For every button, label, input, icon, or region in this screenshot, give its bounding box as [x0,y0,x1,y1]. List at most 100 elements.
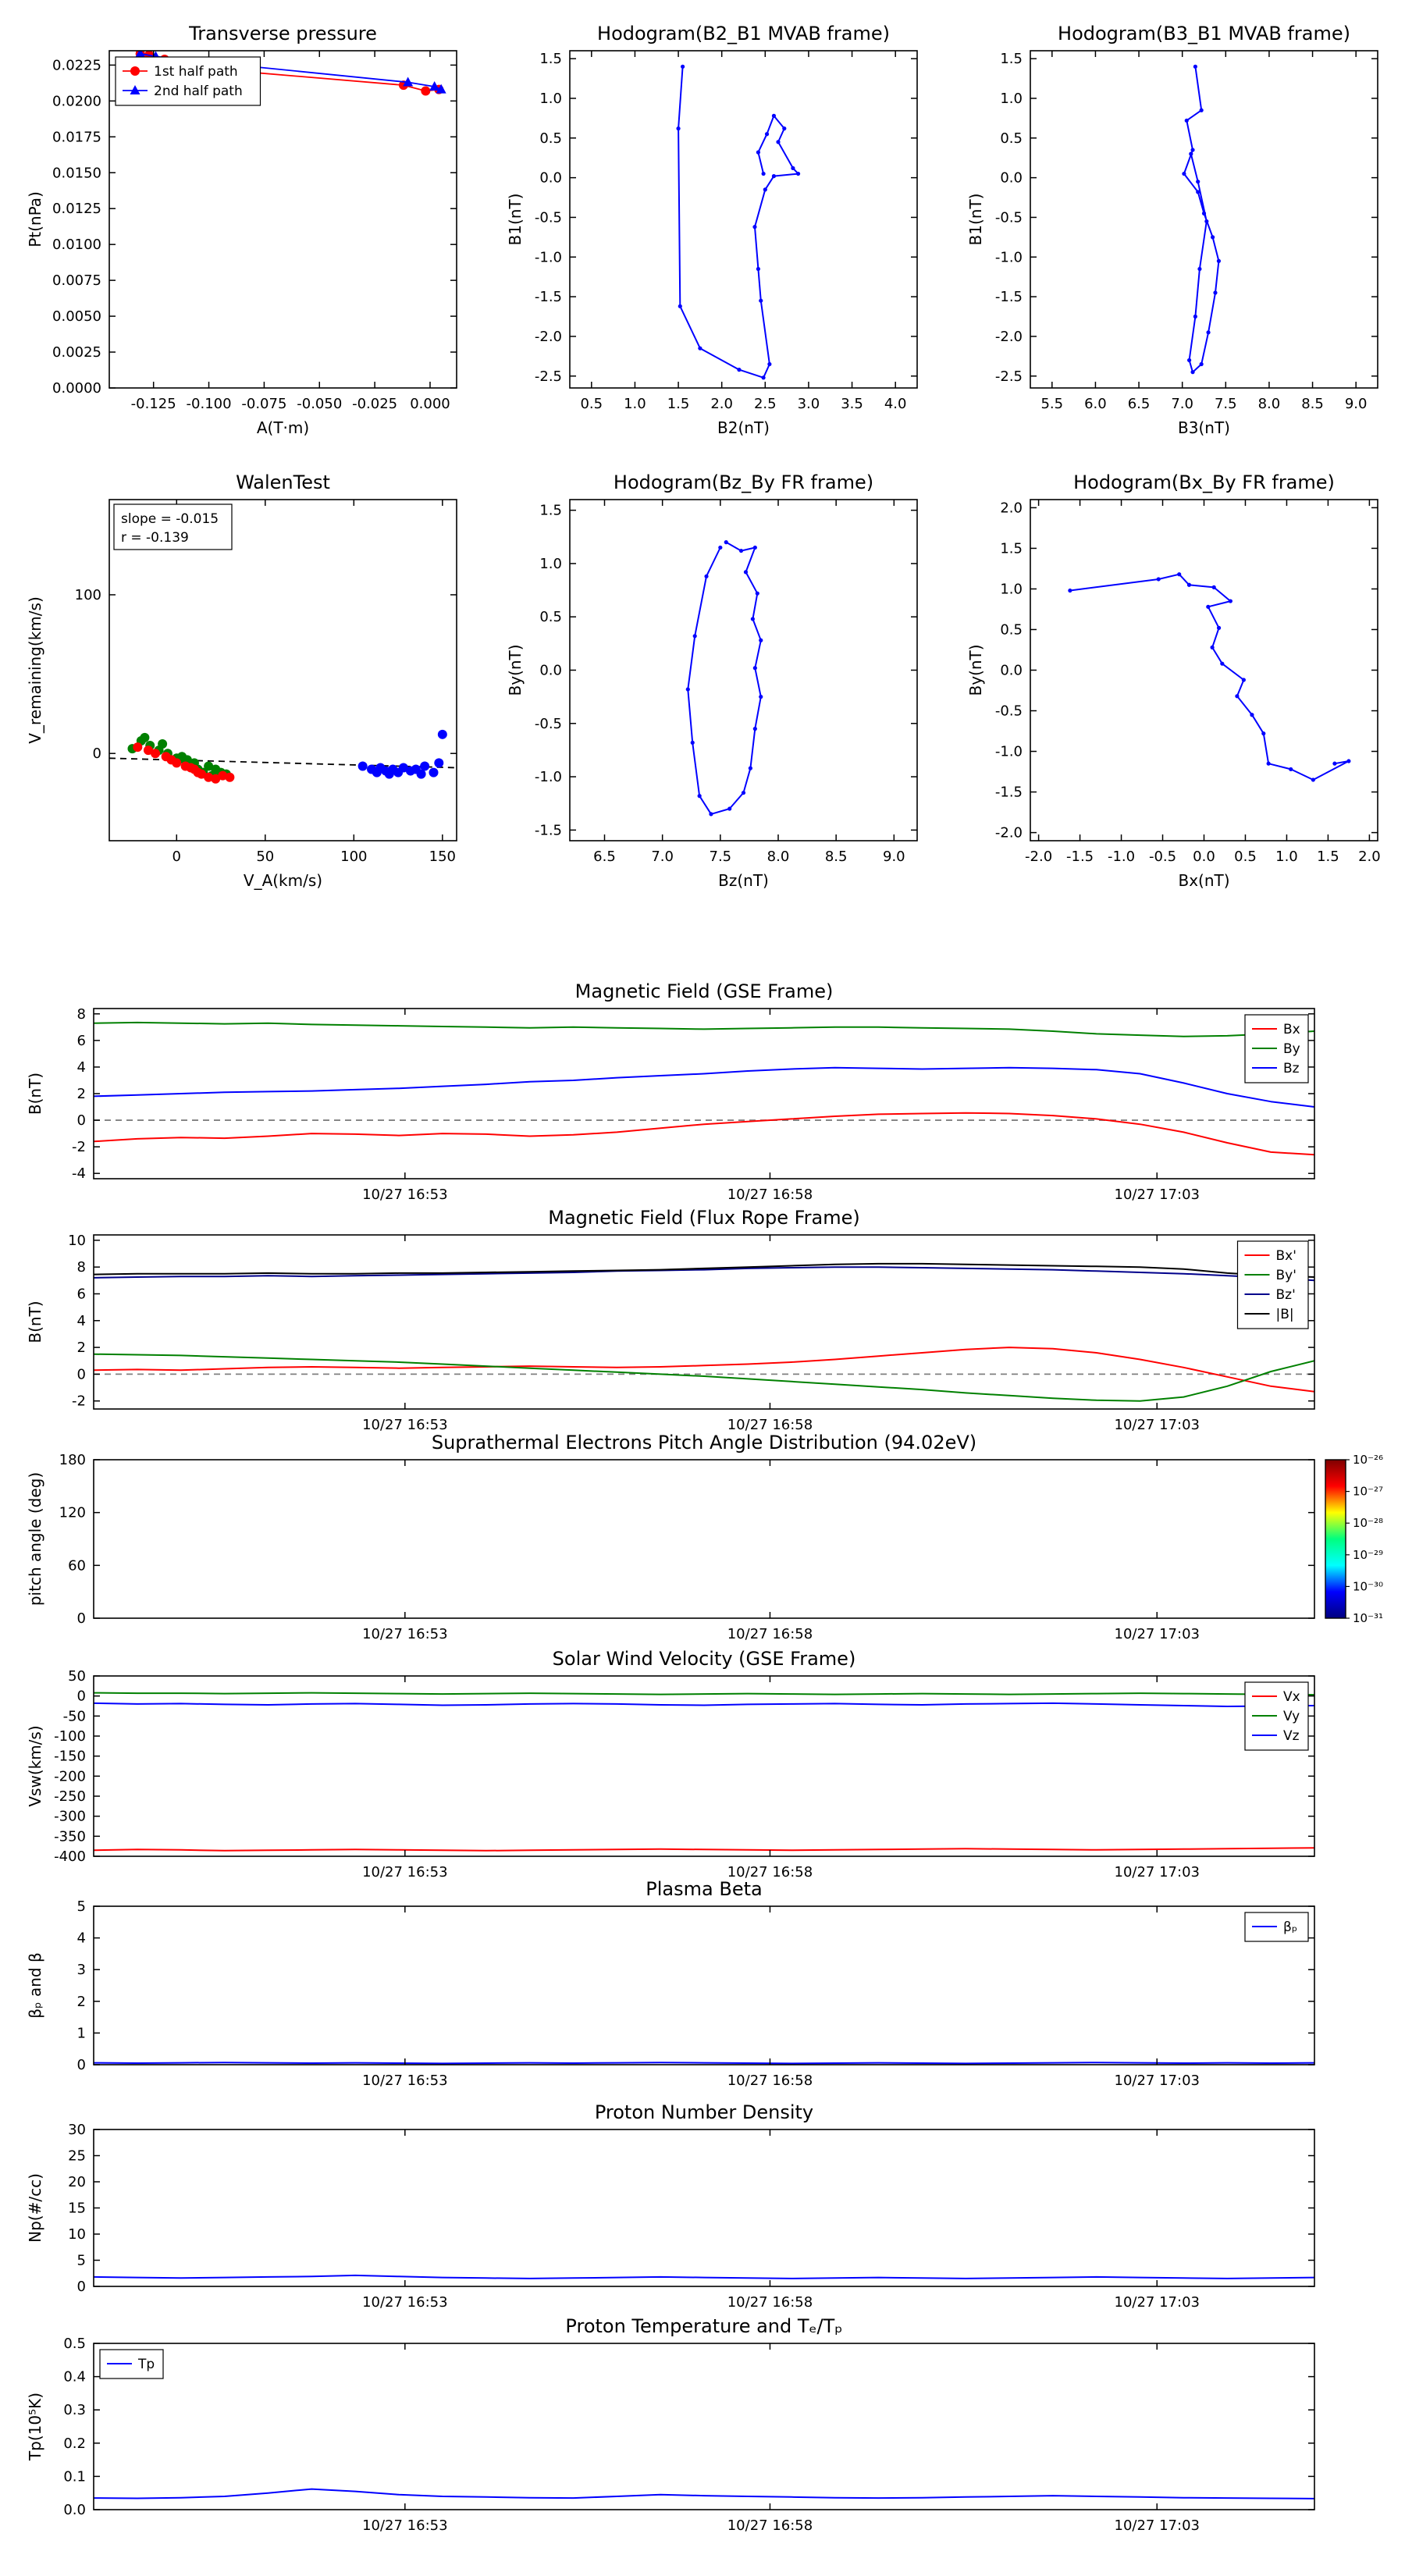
svg-text:0.0075: 0.0075 [52,272,101,289]
svg-text:0: 0 [77,1112,86,1129]
svg-text:By(nT): By(nT) [506,644,525,696]
svg-text:Bx: Bx [1283,1022,1300,1037]
svg-text:0.0: 0.0 [539,663,562,679]
svg-text:0.0175: 0.0175 [52,129,101,145]
svg-text:-1.0: -1.0 [535,249,562,265]
svg-text:-0.050: -0.050 [297,396,342,412]
svg-text:0.5: 0.5 [1000,621,1023,638]
svg-text:-2.0: -2.0 [995,329,1023,345]
svg-text:βₚ: βₚ [1283,1920,1297,1935]
svg-text:0.0: 0.0 [539,170,562,187]
svg-text:120: 120 [59,1505,86,1521]
transverse-pressure-chart: -0.125 -0.100 -0.075 -0.050 -0.025 0.000 0.000… [26,23,457,437]
svg-text:2.0: 2.0 [1000,500,1023,516]
svg-text:B1(nT): B1(nT) [966,194,985,246]
svg-text:7.0: 7.0 [651,849,674,865]
svg-text:1.5: 1.5 [667,396,690,412]
magnetic-field-fr-chart: 10/27 16:53 10/27 16:58 10/27 17:03 -2 0 2 4 6 8… [26,1207,1315,1433]
svg-text:-50: -50 [63,1708,86,1724]
svg-text:10/27 16:53: 10/27 16:53 [362,1626,447,1642]
svg-text:4: 4 [77,1930,86,1947]
svg-text:8: 8 [77,1259,86,1276]
svg-text:1.0: 1.0 [539,91,562,107]
svg-text:A(T·m): A(T·m) [257,418,309,437]
svg-text:30: 30 [68,2122,86,2138]
svg-text:0.5: 0.5 [539,609,562,625]
svg-text:Pt(nPa): Pt(nPa) [26,191,44,247]
svg-text:4: 4 [77,1059,86,1076]
svg-text:Bz': Bz' [1276,1287,1296,1303]
svg-text:100: 100 [75,587,101,603]
svg-text:2: 2 [77,1340,86,1356]
svg-text:0.2: 0.2 [63,2435,86,2452]
svg-text:8.5: 8.5 [1301,396,1324,412]
svg-text:10/27 16:58: 10/27 16:58 [727,1626,813,1642]
svg-text:Bx(nT): Bx(nT) [1178,871,1229,890]
svg-text:0.0150: 0.0150 [52,165,101,181]
svg-text:25: 25 [68,2148,86,2165]
svg-text:-1.5: -1.5 [1066,849,1094,865]
svg-text:2.0: 2.0 [1358,849,1381,865]
svg-text:60: 60 [68,1557,86,1574]
svg-text:10/27 16:58: 10/27 16:58 [727,2073,813,2089]
svg-text:-1.5: -1.5 [995,289,1023,305]
svg-text:0.5: 0.5 [539,130,562,147]
svg-text:1.0: 1.0 [539,556,562,572]
svg-text:0.0: 0.0 [63,2502,86,2518]
svg-text:-1.5: -1.5 [535,289,562,305]
svg-text:-0.5: -0.5 [995,703,1023,720]
svg-text:Proton Number Density: Proton Number Density [595,2101,813,2123]
hodogram-bxby-chart: -2.0 -1.5 -1.0 -0.5 0.0 0.5 1.0 1.5 2.0-2.0-1.5-… [966,471,1381,890]
svg-text:0: 0 [93,745,101,762]
svg-text:-1.0: -1.0 [995,744,1023,760]
svg-text:0.000: 0.000 [410,396,450,412]
proton-density-chart: 10/27 16:53 10/27 16:58 10/27 17:03 0 5 10 15 2… [26,2101,1315,2311]
svg-text:pitch angle (deg): pitch angle (deg) [26,1472,44,1606]
svg-text:-150: -150 [54,1749,86,1765]
svg-text:10/27 16:53: 10/27 16:53 [362,1417,447,1433]
hodogram-b3b1-chart: 5.5 6.0 6.5 7.0 7.5 8.0 8.5 9.0 -2.5 -2.0 -1.5 -1.0… [966,23,1378,437]
svg-text:10/27 16:53: 10/27 16:53 [362,1864,447,1880]
svg-text:-2.0: -2.0 [535,329,562,345]
svg-text:-1.5: -1.5 [995,785,1023,801]
svg-text:5: 5 [77,2253,86,2269]
plasma-beta-chart: 10/27 16:53 10/27 16:58 10/27 17:03 0 1 2 3 4 5 P… [26,1878,1315,2089]
svg-text:-350: -350 [54,1828,86,1845]
svg-text:9.0: 9.0 [1345,396,1368,412]
svg-text:-4: -4 [72,1165,86,1182]
svg-text:Hodogram(Bz_By FR frame): Hodogram(Bz_By FR frame) [614,471,873,493]
svg-text:B(nT): B(nT) [26,1300,44,1343]
svg-text:-0.5: -0.5 [1149,849,1176,865]
svg-text:7.5: 7.5 [710,849,732,865]
svg-text:1.0: 1.0 [1000,91,1023,107]
svg-text:Transverse pressure: Transverse pressure [188,23,377,44]
svg-text:By: By [1283,1041,1300,1057]
svg-text:|B|: |B| [1276,1307,1294,1322]
svg-text:Tp: Tp [137,2357,155,2372]
svg-text:2nd half path: 2nd half path [154,84,243,99]
svg-text:-2.5: -2.5 [995,368,1023,385]
svg-text:6: 6 [77,1286,86,1302]
svg-text:0.0200: 0.0200 [52,93,101,109]
svg-text:10⁻²⁹: 10⁻²⁹ [1353,1548,1383,1562]
svg-text:Plasma Beta: Plasma Beta [646,1878,762,1900]
svg-text:B(nT): B(nT) [26,1073,44,1115]
svg-text:8.5: 8.5 [825,849,848,865]
svg-text:6: 6 [77,1033,86,1049]
svg-text:Hodogram(Bx_By FR frame): Hodogram(Bx_By FR frame) [1073,471,1335,493]
svg-text:2.5: 2.5 [754,396,777,412]
svg-text:-0.025: -0.025 [352,396,397,412]
svg-text:0.3: 0.3 [63,2402,86,2418]
svg-text:WalenTest: WalenTest [236,471,330,493]
svg-text:Vx: Vx [1283,1689,1300,1705]
svg-text:0.0225: 0.0225 [52,57,101,73]
svg-text:10/27 17:03: 10/27 17:03 [1115,2517,1200,2534]
svg-text:10/27 17:03: 10/27 17:03 [1115,1417,1200,1433]
svg-text:Vz: Vz [1283,1728,1300,1744]
svg-text:180: 180 [59,1452,86,1468]
walen-test-chart: 0 50 100 150 0 100 WalenTest V_A(km/s) V_remaini… [26,471,457,890]
svg-text:150: 150 [429,849,456,865]
svg-text:10: 10 [68,1233,86,1249]
svg-text:4.0: 4.0 [884,396,907,412]
svg-text:10/27 17:03: 10/27 17:03 [1115,2294,1200,2311]
